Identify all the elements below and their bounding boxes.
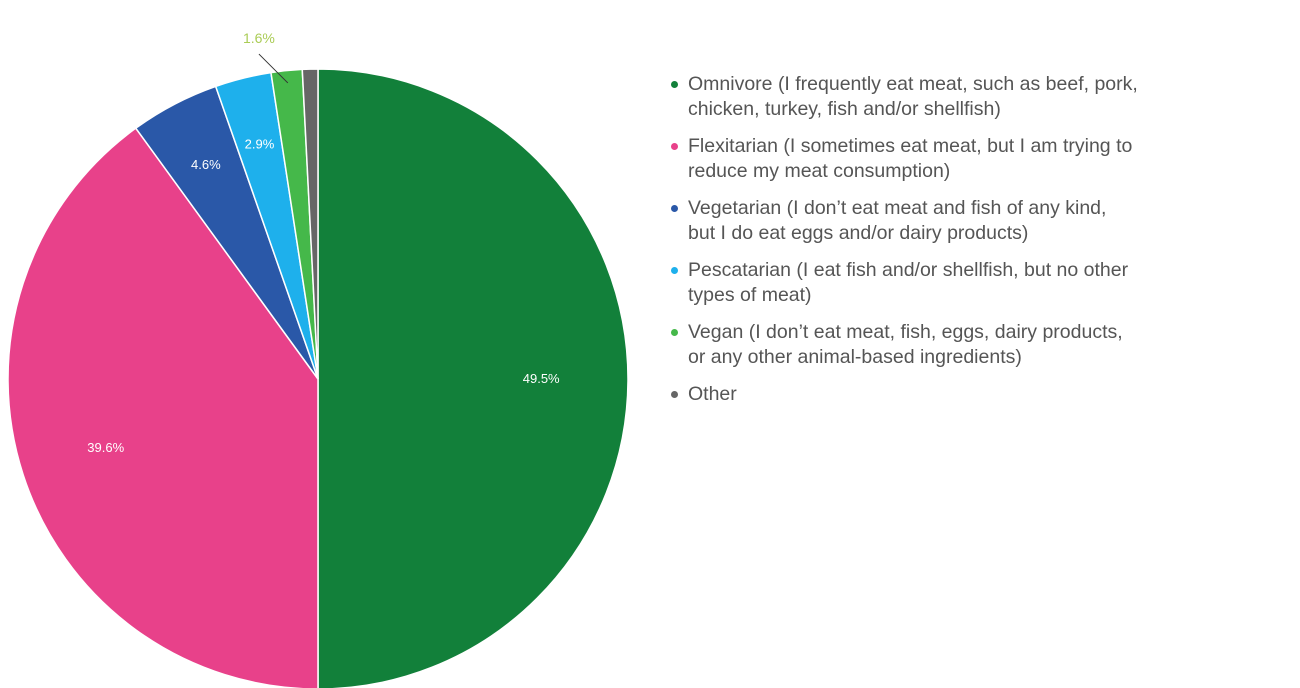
pie-slice-other — [301, 68, 319, 380]
legend-item-pescatarian: Pescatarian (I eat fish and/or shellfish… — [665, 258, 1300, 308]
legend-item-flexitarian: Flexitarian (I sometimes eat meat, but I… — [665, 134, 1300, 184]
legend-label-omnivore: Omnivore (I frequently eat meat, such as… — [688, 73, 1138, 120]
chart-legend: Omnivore (I frequently eat meat, such as… — [665, 72, 1300, 419]
pie-plot-area: 49.5% 39.6% 4.6% 2.9% 1.6% — [7, 30, 629, 688]
pie-slice-flexitarian — [7, 127, 319, 688]
legend-label-other: Other — [688, 383, 737, 405]
slice-value-label-vegetarian: 4.6% — [191, 157, 221, 172]
legend-marker-omnivore — [671, 81, 678, 88]
legend-label-vegan: Vegan (I don’t eat meat, fish, eggs, dai… — [688, 321, 1123, 368]
slice-value-label-pescatarian: 2.9% — [245, 136, 275, 151]
legend-label-flexitarian: Flexitarian (I sometimes eat meat, but I… — [688, 135, 1133, 182]
pie-slice-omnivore — [317, 68, 629, 688]
legend-label-vegetarian: Vegetarian (I don’t eat meat and fish of… — [688, 197, 1107, 244]
legend-marker-flexitarian — [671, 143, 678, 150]
legend-item-vegetarian: Vegetarian (I don’t eat meat and fish of… — [665, 196, 1300, 246]
leader-line-vegan — [258, 53, 289, 84]
legend-marker-pescatarian — [671, 267, 678, 274]
legend-item-omnivore: Omnivore (I frequently eat meat, such as… — [665, 72, 1300, 122]
legend-label-pescatarian: Pescatarian (I eat fish and/or shellfish… — [688, 259, 1129, 306]
legend-marker-vegetarian — [671, 205, 678, 212]
slice-value-label-omnivore: 49.5% — [523, 371, 560, 386]
legend-item-vegan: Vegan (I don’t eat meat, fish, eggs, dai… — [665, 320, 1300, 370]
legend-marker-vegan — [671, 329, 678, 336]
legend-marker-other — [671, 391, 678, 398]
slice-value-label-flexitarian: 39.6% — [87, 440, 124, 455]
legend-item-other: Other — [665, 382, 1300, 407]
slice-value-label-vegan: 1.6% — [243, 30, 275, 46]
